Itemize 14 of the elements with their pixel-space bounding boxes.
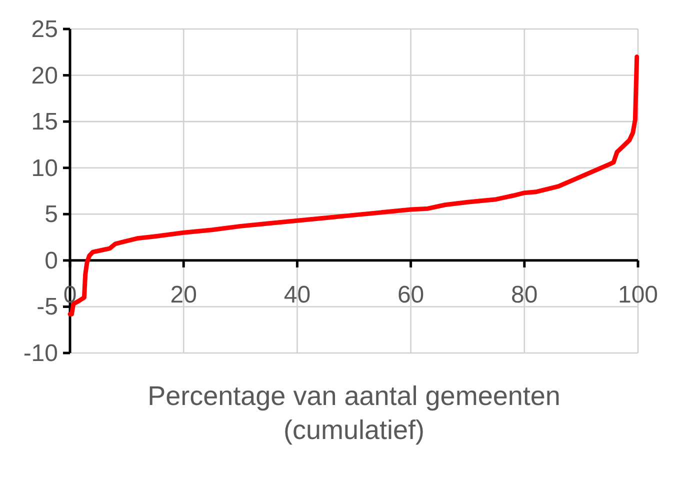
- y-tick-label: 10: [31, 154, 58, 182]
- x-tick-label: 20: [170, 281, 197, 308]
- y-tick-label: 15: [31, 108, 58, 136]
- x-axis-title: Percentage van aantal gemeenten (cumulatief): [148, 381, 560, 445]
- y-tick-label: 25: [31, 16, 58, 43]
- x-tick-label: 40: [284, 281, 311, 308]
- x-tick-label: 80: [511, 281, 538, 308]
- y-tick-label: 0: [44, 247, 58, 274]
- y-tick-label: -5: [36, 294, 58, 321]
- y-tick-label: 20: [31, 62, 58, 90]
- y-tick-label: -10: [23, 340, 58, 367]
- x-tick-label: 100: [618, 281, 658, 308]
- x-tick-label: 60: [397, 281, 424, 308]
- y-tick-label: 5: [44, 201, 58, 228]
